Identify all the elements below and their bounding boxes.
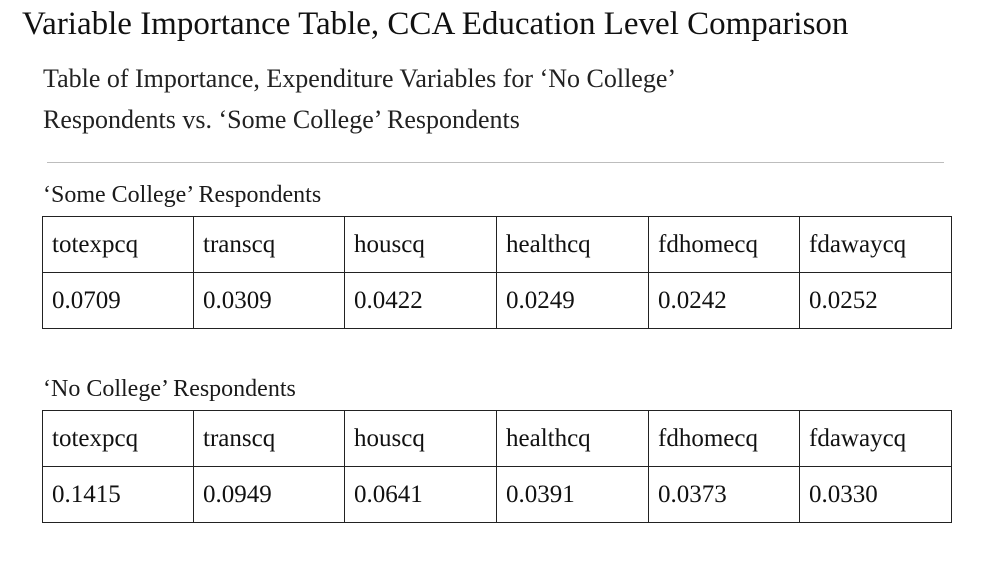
header-cell-healthcq: healthcq bbox=[496, 216, 649, 273]
header-cell-fdawaycq: fdawaycq bbox=[799, 216, 952, 273]
divider bbox=[47, 162, 944, 163]
value-cell-fdhomecq: 0.0242 bbox=[648, 272, 800, 329]
value-cell-transcq: 0.0309 bbox=[193, 272, 345, 329]
no-college-label: ‘No College’ Respondents bbox=[43, 376, 296, 402]
table-value-row: 0.0709 0.0309 0.0422 0.0249 0.0242 0.025… bbox=[42, 272, 952, 329]
subtitle-line-1: Table of Importance, Expenditure Variabl… bbox=[43, 64, 677, 93]
table-header-row: totexpcq transcq houscq healthcq fdhomec… bbox=[42, 410, 952, 467]
value-cell-fdawaycq: 0.0252 bbox=[799, 272, 952, 329]
header-cell-fdawaycq: fdawaycq bbox=[799, 410, 952, 467]
header-cell-houscq: houscq bbox=[344, 410, 497, 467]
value-cell-houscq: 0.0422 bbox=[344, 272, 497, 329]
value-cell-totexpcq: 0.0709 bbox=[42, 272, 194, 329]
header-cell-totexpcq: totexpcq bbox=[42, 410, 194, 467]
header-cell-houscq: houscq bbox=[344, 216, 497, 273]
value-cell-houscq: 0.0641 bbox=[344, 466, 497, 523]
value-cell-transcq: 0.0949 bbox=[193, 466, 345, 523]
value-cell-fdawaycq: 0.0330 bbox=[799, 466, 952, 523]
subtitle: Table of Importance, Expenditure Variabl… bbox=[43, 58, 676, 140]
header-cell-transcq: transcq bbox=[193, 410, 345, 467]
value-cell-totexpcq: 0.1415 bbox=[42, 466, 194, 523]
subtitle-line-2: Respondents vs. ‘Some College’ Responden… bbox=[43, 105, 520, 134]
value-cell-healthcq: 0.0249 bbox=[496, 272, 649, 329]
header-cell-transcq: transcq bbox=[193, 216, 345, 273]
no-college-importance-table: totexpcq transcq houscq healthcq fdhomec… bbox=[42, 410, 952, 523]
header-cell-fdhomecq: fdhomecq bbox=[648, 410, 800, 467]
value-cell-healthcq: 0.0391 bbox=[496, 466, 649, 523]
table-header-row: totexpcq transcq houscq healthcq fdhomec… bbox=[42, 216, 952, 273]
some-college-importance-table: totexpcq transcq houscq healthcq fdhomec… bbox=[42, 216, 952, 329]
table-value-row: 0.1415 0.0949 0.0641 0.0391 0.0373 0.033… bbox=[42, 466, 952, 523]
header-cell-fdhomecq: fdhomecq bbox=[648, 216, 800, 273]
header-cell-healthcq: healthcq bbox=[496, 410, 649, 467]
page-title: Variable Importance Table, CCA Education… bbox=[22, 6, 849, 42]
some-college-label: ‘Some College’ Respondents bbox=[43, 182, 322, 208]
header-cell-totexpcq: totexpcq bbox=[42, 216, 194, 273]
value-cell-fdhomecq: 0.0373 bbox=[648, 466, 800, 523]
